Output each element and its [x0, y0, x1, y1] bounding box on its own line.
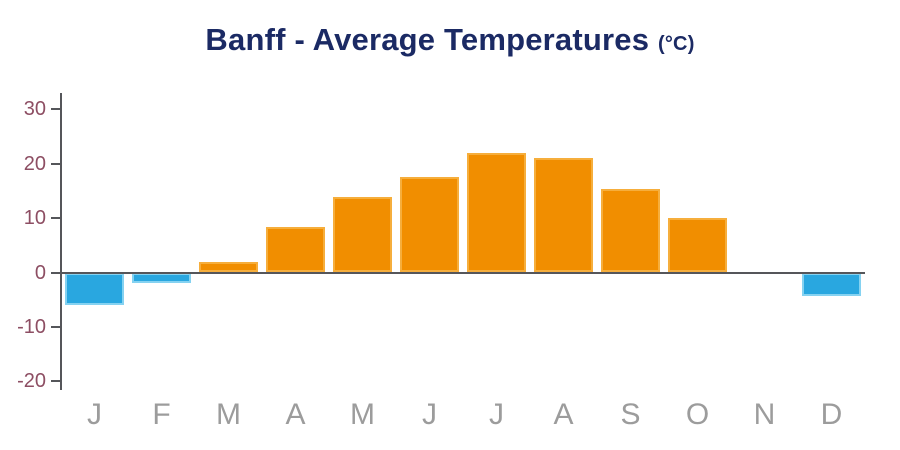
x-axis-month-label-1: J	[87, 398, 102, 431]
x-axis-month-label-5: M	[350, 398, 375, 431]
chart-title: Banff - Average Temperatures (°C)	[0, 22, 900, 58]
x-axis-month-label-7: J	[489, 398, 504, 431]
x-axis-month-label-6: J	[422, 398, 437, 431]
y-axis-tick-label: -20	[17, 370, 46, 393]
y-tick-mark	[51, 325, 60, 328]
y-tick-mark	[51, 108, 60, 111]
bar-m-5	[333, 196, 392, 273]
y-axis-tick-label: 0	[34, 261, 46, 284]
y-axis-line	[60, 93, 62, 390]
y-axis-tick-label: -10	[17, 315, 46, 338]
bar-s-9	[601, 188, 660, 273]
bar-o-10	[668, 218, 727, 273]
y-tick-mark	[51, 271, 60, 274]
x-axis-month-label-8: A	[553, 398, 574, 431]
chart-title-units: (°C)	[658, 33, 695, 55]
y-axis-tick-label: 20	[23, 152, 46, 175]
bar-j-1	[65, 272, 124, 306]
bar-m-3	[199, 261, 258, 273]
bar-f-2	[132, 272, 191, 284]
bar-d-12	[802, 272, 861, 297]
x-axis-month-label-3: M	[216, 398, 241, 431]
x-axis-month-label-9: S	[620, 398, 641, 431]
y-tick-mark	[51, 380, 60, 383]
chart-title-text: Banff - Average Temperatures	[205, 22, 650, 57]
x-axis-month-label-12: D	[820, 398, 843, 431]
y-tick-mark	[51, 217, 60, 220]
y-axis-tick-label: 10	[23, 207, 46, 230]
bar-j-7	[467, 153, 526, 273]
x-axis-month-label-4: A	[285, 398, 306, 431]
bar-a-4	[266, 227, 325, 273]
y-axis-tick-label: 30	[23, 98, 46, 121]
y-tick-mark	[51, 162, 60, 165]
bar-a-8	[534, 158, 593, 273]
x-axis-zero-line	[61, 271, 865, 274]
bar-j-6	[400, 176, 459, 273]
x-axis-month-label-11: N	[753, 398, 776, 431]
x-axis-month-label-10: O	[685, 398, 710, 431]
x-axis-month-label-2: F	[152, 398, 171, 431]
